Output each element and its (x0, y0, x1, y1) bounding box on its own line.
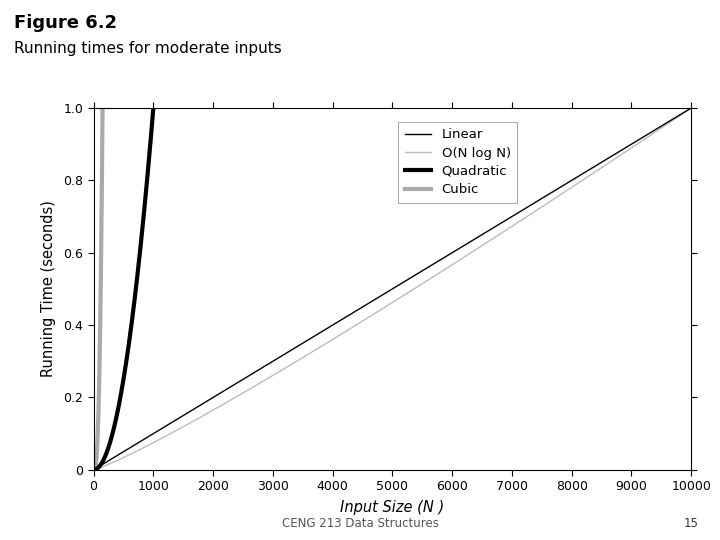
Linear (92, 465, 101, 471)
Cubic (89, 467, 98, 473)
Quadratic (92, 466, 101, 472)
O(N log N) (655, 126, 664, 132)
O(N log N) (114, 457, 122, 463)
Line: Cubic: Cubic (94, 0, 691, 470)
Text: CENG 213 Data Structures: CENG 213 Data Structures (282, 517, 438, 530)
Text: 15: 15 (683, 517, 698, 530)
O(N log N) (92, 466, 101, 472)
Linear (114, 451, 122, 458)
Text: Figure 6.2: Figure 6.2 (14, 14, 117, 31)
Text: Running times for moderate inputs: Running times for moderate inputs (14, 40, 282, 56)
Linear (382, 289, 390, 296)
Linear (207, 396, 215, 402)
Quadratic (89, 467, 98, 473)
Linear (655, 124, 664, 131)
Linear (687, 105, 696, 111)
Quadratic (125, 337, 134, 343)
X-axis label: Input Size (N ): Input Size (N ) (341, 500, 444, 515)
O(N log N) (382, 303, 390, 310)
Line: O(N log N): O(N log N) (94, 108, 691, 470)
Linear (125, 445, 134, 451)
O(N log N) (687, 105, 696, 111)
Quadratic (114, 404, 122, 411)
Line: Quadratic: Quadratic (94, 0, 691, 470)
Y-axis label: Running Time (seconds): Running Time (seconds) (41, 200, 56, 377)
O(N log N) (89, 467, 98, 473)
Linear (89, 467, 98, 473)
Line: Linear: Linear (94, 108, 691, 470)
O(N log N) (125, 451, 134, 458)
Cubic (92, 456, 101, 463)
Legend: Linear, O(N log N), Quadratic, Cubic: Linear, O(N log N), Quadratic, Cubic (398, 122, 517, 203)
O(N log N) (207, 408, 215, 415)
